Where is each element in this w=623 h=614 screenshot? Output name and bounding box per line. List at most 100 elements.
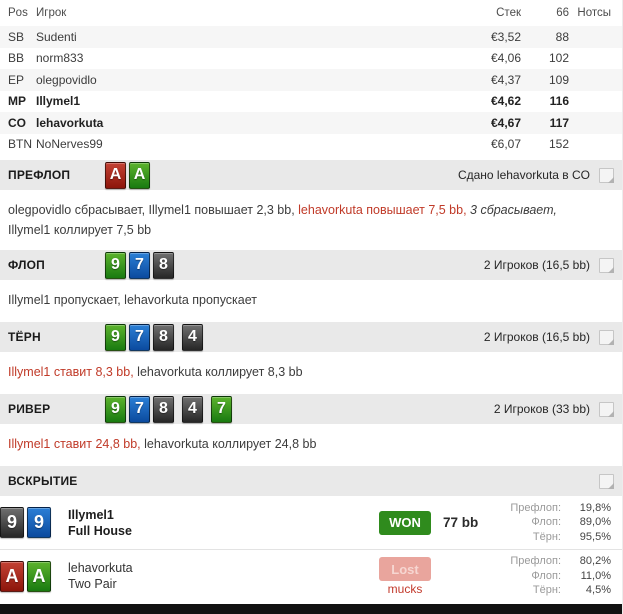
player-pos: EP xyxy=(8,72,25,87)
flop-section-bar: ФЛОП 9 7 8 2 Игроков (16,5 bb) xyxy=(0,250,622,280)
equity-label: Флоп: xyxy=(531,569,561,582)
player-row[interactable]: SB Sudenti €3,52 88 xyxy=(0,26,622,48)
flop-info: 2 Игроков (16,5 bb) xyxy=(483,258,590,272)
turn-info: 2 Игроков (16,5 bb) xyxy=(483,330,590,344)
flop-cards: 9 7 8 xyxy=(105,251,177,279)
player-row[interactable]: BB norm833 €4,06 102 xyxy=(0,48,622,70)
showdown-hand-name: Full House xyxy=(68,523,132,538)
showdown-row-loser[interactable]: A A lehavorkuta Two Pair Lost mucks Преф… xyxy=(0,549,622,602)
card: 8 xyxy=(153,323,174,351)
player-row[interactable]: CO lehavorkuta €4,67 117 xyxy=(0,112,622,134)
player-stack: €6,07 xyxy=(490,137,521,152)
equity-label: Префлоп: xyxy=(510,555,561,568)
player-count: 117 xyxy=(549,115,569,130)
note-icon[interactable] xyxy=(599,473,614,489)
preflop-title: ПРЕФЛОП xyxy=(8,168,71,182)
equity-value: 89,0% xyxy=(579,516,611,529)
card: 7 xyxy=(129,251,150,279)
showdown-section-bar: ВСКРЫТИЕ xyxy=(0,466,622,496)
player-row[interactable]: MP Illymel1 €4,62 116 xyxy=(0,91,622,113)
note-icon[interactable] xyxy=(599,257,614,273)
showdown-row-winner[interactable]: 9 9 Illymel1 Full House WON 77 bb Префло… xyxy=(0,496,622,549)
player-row[interactable]: EP olegpovidlo €4,37 109 xyxy=(0,69,622,91)
note-icon[interactable] xyxy=(599,167,614,183)
river-title: РИВЕР xyxy=(8,402,51,416)
card: 4 xyxy=(182,395,203,423)
player-count: 152 xyxy=(548,137,569,152)
card: 7 xyxy=(211,395,232,423)
river-action-text: Illymel1 ставит 24,8 bb, lehavorkuta кол… xyxy=(0,424,622,454)
player-count: 116 xyxy=(549,94,569,109)
note-icon[interactable] xyxy=(599,329,614,345)
turn-section-bar: ТЁРН 9 7 8 4 2 Игроков (16,5 bb) xyxy=(0,322,622,352)
showdown-title: ВСКРЫТИЕ xyxy=(8,474,78,488)
card: 8 xyxy=(153,395,174,423)
card: A xyxy=(105,161,126,189)
card: A xyxy=(129,161,150,189)
river-info: 2 Игроков (33 bb) xyxy=(493,402,590,416)
action-segment: lehavorkuta коллирует 8,3 bb xyxy=(133,365,303,379)
card: 9 xyxy=(105,251,126,279)
player-stack: €4,37 xyxy=(490,72,521,87)
equity-label: Тёрн: xyxy=(532,584,561,597)
card: 7 xyxy=(129,323,150,351)
card: 9 xyxy=(105,395,126,423)
players-table-header: Pos Игрок Стек 66 Нотсы xyxy=(0,0,622,26)
action-segment: olegpovidlo сбрасывает, Illymel1 повышае… xyxy=(8,203,299,217)
won-badge: WON xyxy=(379,510,431,535)
showdown-player-block: Illymel1 Full House xyxy=(68,507,132,539)
turn-title: ТЁРН xyxy=(8,330,41,344)
equity-label: Флоп: xyxy=(531,516,561,529)
window-bottom-edge xyxy=(0,604,622,614)
col-stack: Стек xyxy=(496,7,521,19)
player-count: 109 xyxy=(548,72,569,87)
card: 9 xyxy=(27,507,51,538)
action-segment: lehavorkuta коллирует 24,8 bb xyxy=(140,437,317,451)
player-stack: €4,67 xyxy=(490,115,521,130)
turn-cards: 9 7 8 4 xyxy=(105,323,206,351)
action-segment-folds: 3 сбрасывает, xyxy=(466,203,557,217)
lost-block: Lost mucks xyxy=(379,557,431,595)
card: 9 xyxy=(0,507,24,538)
action-segment-raise: lehavorkuta повышает 7,5 bb, xyxy=(298,203,467,217)
col-player: Игрок xyxy=(36,7,67,19)
note-icon[interactable] xyxy=(599,401,614,417)
player-pos: BTN xyxy=(8,137,32,152)
player-name: NoNerves99 xyxy=(36,137,103,152)
player-pos: MP xyxy=(8,94,26,109)
card: A xyxy=(27,560,51,592)
card: 9 xyxy=(105,323,126,351)
card: A xyxy=(0,560,24,592)
action-segment: Illymel1 пропускает, lehavorkuta пропуск… xyxy=(8,293,258,307)
player-name: Illymel1 xyxy=(36,94,81,109)
won-amount: 77 bb xyxy=(443,515,479,530)
river-section-bar: РИВЕР 9 7 8 4 7 2 Игроков (33 bb) xyxy=(0,394,622,424)
player-stack: €4,62 xyxy=(490,94,521,109)
showdown-player-name: lehavorkuta xyxy=(68,561,133,575)
col-count: 66 xyxy=(556,7,569,19)
card: 7 xyxy=(129,395,150,423)
showdown-cards: A A xyxy=(0,560,54,592)
player-name: norm833 xyxy=(36,51,84,66)
player-name: Sudenti xyxy=(36,29,77,44)
col-notes: Нотсы xyxy=(577,7,611,19)
showdown-player-block: lehavorkuta Two Pair xyxy=(68,560,133,592)
preflop-info: Сдано lehavorkuta в CO xyxy=(457,168,590,182)
player-pos: CO xyxy=(8,115,26,130)
action-segment-bet: Illymel1 ставит 24,8 bb, xyxy=(8,437,141,451)
river-cards: 9 7 8 4 7 xyxy=(105,395,235,423)
player-name: lehavorkuta xyxy=(36,115,104,130)
card: 8 xyxy=(153,251,174,279)
equity-stats: Префлоп: 80,2% Флоп: 11,0% Тёрн: 4,5% xyxy=(503,554,611,598)
player-row[interactable]: BTN NoNerves99 €6,07 152 xyxy=(0,134,622,156)
flop-title: ФЛОП xyxy=(8,258,45,272)
action-segment-bet: Illymel1 ставит 8,3 bb, xyxy=(8,365,134,379)
equity-label: Тёрн: xyxy=(532,530,561,543)
equity-label: Префлоп: xyxy=(510,501,561,514)
hero-cards: A A xyxy=(105,161,153,189)
card: 4 xyxy=(182,323,203,351)
showdown-cards: 9 9 xyxy=(0,507,54,538)
equity-value: 11,0% xyxy=(580,569,611,582)
equity-value: 95,5% xyxy=(579,530,611,543)
